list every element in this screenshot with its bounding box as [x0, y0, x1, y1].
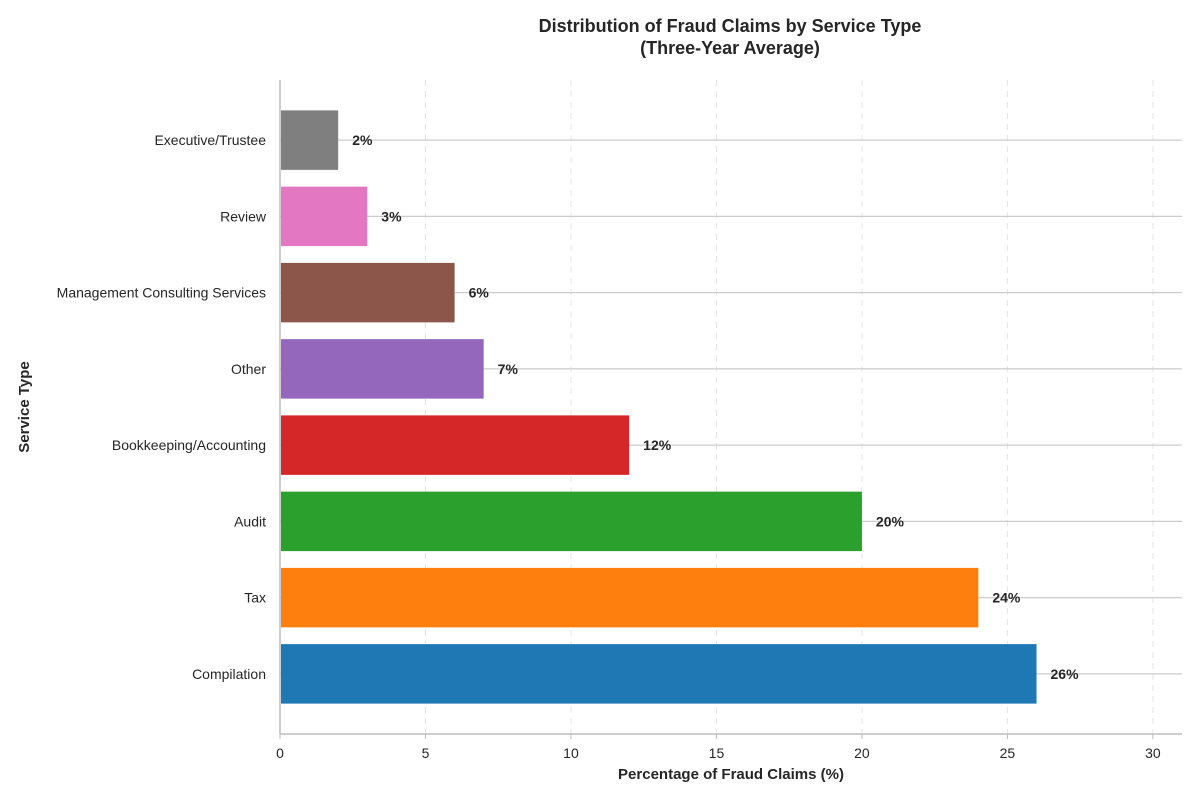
- bar-0: [281, 644, 1037, 704]
- value-label-5: 6%: [469, 285, 490, 301]
- x-tick-label-2: 10: [563, 745, 579, 761]
- value-labels: 26% 24% 20% 12% 7% 6% 3% 2%: [352, 132, 1079, 682]
- x-tick-label-1: 5: [422, 745, 430, 761]
- value-label-2: 20%: [876, 513, 905, 529]
- bars: [281, 110, 1037, 704]
- bar-2: [281, 491, 862, 552]
- category-label-4: Other: [231, 361, 266, 377]
- y-axis-title: Service Type: [16, 361, 33, 452]
- category-label-5: Management Consulting Services: [57, 285, 266, 301]
- bar-5: [281, 262, 455, 323]
- category-label-6: Review: [220, 208, 267, 224]
- grid: [424, 80, 1154, 734]
- category-labels: Compilation Tax Audit Bookkeeping/Accountin…: [57, 132, 267, 682]
- x-axis-ticks: 0 5 10 15 20 25 30: [276, 734, 1161, 761]
- value-label-0: 26%: [1051, 666, 1080, 682]
- value-label-6: 3%: [381, 208, 402, 224]
- category-label-2: Audit: [234, 513, 266, 529]
- chart-title: Distribution of Fraud Claims by Service …: [539, 16, 922, 36]
- category-label-1: Tax: [244, 590, 266, 606]
- bar-3: [281, 415, 630, 475]
- x-tick-label-5: 25: [1000, 745, 1016, 761]
- category-label-0: Compilation: [192, 666, 266, 682]
- category-label-3: Bookkeeping/Accounting: [112, 437, 266, 453]
- x-tick-label-0: 0: [276, 745, 284, 761]
- bar-1: [281, 567, 979, 628]
- x-tick-label-6: 30: [1145, 745, 1161, 761]
- bar-6: [281, 186, 368, 247]
- value-label-1: 24%: [992, 590, 1021, 606]
- bar-7: [281, 110, 339, 170]
- x-tick-label-4: 20: [854, 745, 870, 761]
- x-axis-title: Percentage of Fraud Claims (%): [618, 766, 844, 783]
- bar-4: [281, 339, 484, 399]
- value-label-3: 12%: [643, 437, 672, 453]
- category-label-7: Executive/Trustee: [154, 132, 266, 148]
- x-tick-label-3: 15: [709, 745, 725, 761]
- value-label-7: 2%: [352, 132, 373, 148]
- chart-subtitle: (Three-Year Average): [640, 38, 820, 58]
- value-label-4: 7%: [498, 361, 519, 377]
